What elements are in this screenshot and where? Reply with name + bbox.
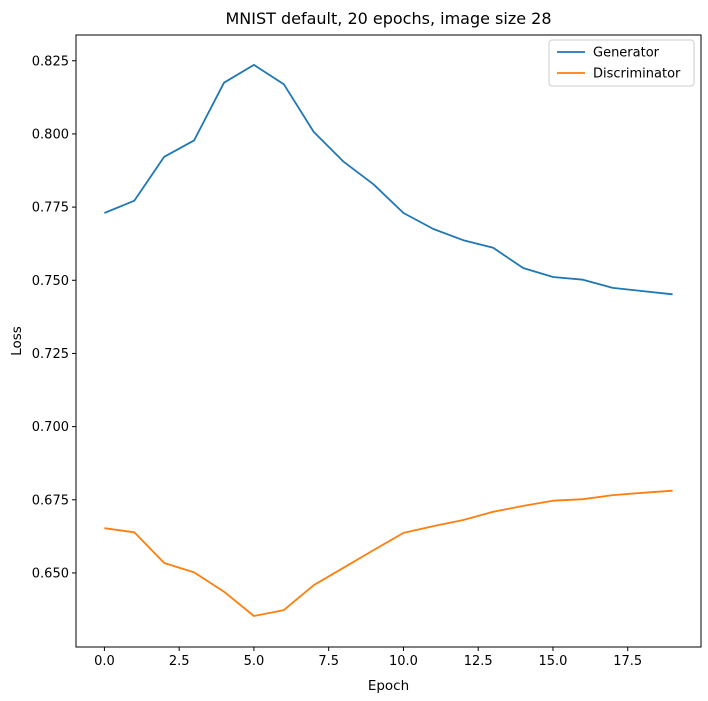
plot-frame [75, 34, 702, 648]
y-axis-ticks: 0.650 0.675 0.700 0.725 0.750 0.775 0.800 0.825 [32, 54, 76, 581]
x-tick-label: 12.5 [464, 654, 493, 669]
y-tick-label: 0.825 [32, 54, 69, 69]
legend: Generator Discriminator [548, 39, 695, 87]
legend-box [548, 39, 695, 87]
y-axis-label: Loss [9, 326, 25, 356]
y-tick-label: 0.750 [32, 274, 69, 289]
y-tick-label: 0.800 [32, 127, 69, 142]
x-tick-label: 15.0 [538, 654, 567, 669]
chart-title: MNIST default, 20 epochs, image size 28 [225, 9, 551, 28]
x-tick-label: 10.0 [389, 654, 418, 669]
x-tick-label: 7.5 [318, 654, 339, 669]
series-line-1 [104, 489, 673, 617]
x-axis-label: Epoch [368, 678, 409, 694]
series-line-0 [104, 64, 673, 296]
y-tick-label: 0.700 [32, 420, 69, 435]
x-tick-label: 2.5 [169, 654, 190, 669]
y-tick-label: 0.725 [32, 347, 69, 362]
y-tick-label: 0.650 [32, 566, 69, 581]
y-tick-label: 0.675 [32, 493, 69, 508]
legend-label: Generator [593, 46, 660, 61]
x-axis-ticks: 0.0 2.5 5.0 7.5 10.0 12.5 15.0 17.5 [94, 647, 642, 669]
x-tick-label: 17.5 [613, 654, 642, 669]
x-tick-label: 0.0 [94, 654, 115, 669]
y-tick-label: 0.775 [32, 201, 69, 216]
x-tick-label: 5.0 [244, 654, 265, 669]
legend-label: Discriminator [593, 67, 681, 82]
plot-lines [104, 64, 673, 617]
